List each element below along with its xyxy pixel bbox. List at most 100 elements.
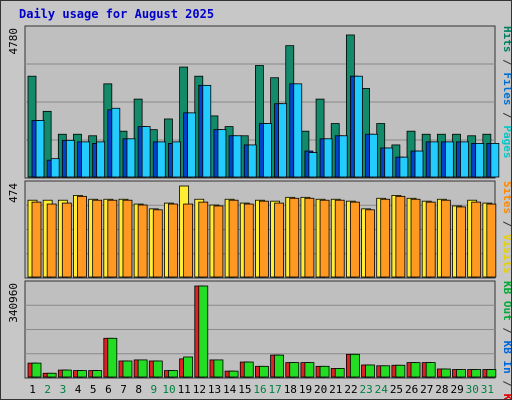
bar-bottom-kb-out-day-15 xyxy=(243,361,254,378)
bar-middle-sites-day-17 xyxy=(274,202,284,278)
x-tick-label-day-30: 30 xyxy=(466,383,479,396)
bar-bottom-kb-out-day-11 xyxy=(183,356,194,378)
bar-top-pages-day-27 xyxy=(429,141,439,178)
bar-middle-sites-day-12 xyxy=(198,201,209,278)
legend-item-files: Files xyxy=(501,72,511,105)
bar-top-pages-day-22 xyxy=(353,75,363,178)
bar-middle-sites-day-29 xyxy=(456,206,466,278)
bar-top-pages-day-2 xyxy=(50,158,60,178)
bar-bottom-kb-out-day-2 xyxy=(46,372,57,378)
bar-middle-sites-day-19 xyxy=(304,197,315,278)
bar-top-pages-day-18 xyxy=(293,83,303,178)
x-tick-label-day-20: 20 xyxy=(314,383,327,396)
bar-middle-sites-day-25 xyxy=(395,195,406,278)
bar-bottom-kb-out-day-25 xyxy=(395,364,406,378)
x-tick-label-day-15: 15 xyxy=(238,383,251,396)
bar-top-pages-day-3 xyxy=(65,139,75,178)
legend-middle: Sites / Visits xyxy=(501,181,511,274)
bar-top-pages-day-10 xyxy=(172,141,181,178)
legend-item-visits: Visits xyxy=(501,234,511,274)
bar-bottom-kb-out-day-10 xyxy=(168,370,178,378)
y-max-label-middle: 474 xyxy=(7,183,20,203)
legend-item-sites: Sites xyxy=(501,181,511,214)
bar-top-pages-day-17 xyxy=(278,103,287,178)
bar-middle-sites-day-31 xyxy=(486,203,497,278)
bar-bottom-kb-out-day-14 xyxy=(228,370,239,378)
legend-item-kb-in: KB In xyxy=(501,341,511,374)
bar-middle-sites-day-10 xyxy=(168,203,178,278)
x-tick-label-day-24: 24 xyxy=(375,383,389,396)
x-tick-label-day-28: 28 xyxy=(435,383,448,396)
bar-top-pages-day-4 xyxy=(81,141,90,178)
bar-middle-sites-day-18 xyxy=(289,197,300,278)
bar-middle-sites-day-28 xyxy=(440,199,451,278)
bar-top-pages-day-16 xyxy=(263,123,272,178)
x-tick-label-day-29: 29 xyxy=(450,383,463,396)
legend-top: Hits / Files / Pages xyxy=(501,26,511,159)
bar-middle-sites-day-4 xyxy=(77,195,87,278)
bar-top-pages-day-23 xyxy=(369,133,378,178)
bar-top-pages-day-26 xyxy=(414,150,424,178)
bar-bottom-kb-out-day-5 xyxy=(92,370,103,378)
bar-middle-sites-day-20 xyxy=(319,199,330,278)
bar-middle-sites-day-5 xyxy=(92,199,103,278)
bar-top-pages-day-1 xyxy=(35,120,45,178)
bar-top-pages-day-5 xyxy=(96,141,106,178)
bar-bottom-kb-out-day-22 xyxy=(349,353,360,378)
bar-bottom-kb-out-day-30 xyxy=(471,369,482,378)
bar-bottom-kb-out-day-27 xyxy=(425,362,436,378)
bar-top-pages-day-19 xyxy=(308,152,318,178)
bar-middle-sites-day-15 xyxy=(243,203,254,278)
bar-top-pages-day-29 xyxy=(460,141,469,178)
bar-bottom-kb-out-day-19 xyxy=(304,362,315,378)
bar-top-pages-day-7 xyxy=(126,138,136,178)
bar-middle-sites-day-2 xyxy=(46,203,57,278)
bar-middle-sites-day-21 xyxy=(334,199,345,278)
bar-middle-sites-day-9 xyxy=(152,209,163,278)
bar-top-pages-day-20 xyxy=(323,138,333,178)
x-tick-label-day-26: 26 xyxy=(405,383,418,396)
bar-bottom-kb-out-day-29 xyxy=(456,369,466,378)
bar-middle-sites-day-22 xyxy=(349,201,360,278)
bar-bottom-kb-out-day-26 xyxy=(410,362,421,378)
bar-top-pages-day-12 xyxy=(202,84,212,178)
bar-middle-sites-day-26 xyxy=(410,198,421,278)
bar-top-pages-day-21 xyxy=(338,135,348,178)
bar-middle-sites-day-3 xyxy=(61,202,72,278)
bar-top-pages-day-11 xyxy=(187,112,197,178)
x-tick-label-day-17: 17 xyxy=(269,383,282,396)
bar-bottom-kb-out-day-17 xyxy=(274,354,284,378)
bar-bottom-kb-out-day-18 xyxy=(289,362,300,378)
bar-bottom-kb-out-day-12 xyxy=(198,285,209,378)
bar-middle-sites-day-27 xyxy=(425,201,436,278)
bar-middle-sites-day-23 xyxy=(365,209,375,278)
bar-top-pages-day-6 xyxy=(111,107,121,178)
legend-sep: / xyxy=(501,106,511,126)
bar-middle-sites-day-30 xyxy=(471,201,482,278)
legend-sep: / xyxy=(501,374,511,394)
legend-item-kb-out: KB Out xyxy=(501,281,511,321)
bar-bottom-kb-out-day-20 xyxy=(319,365,330,378)
legend-item-hits: Hits xyxy=(501,26,511,53)
bar-top-pages-day-24 xyxy=(384,147,394,178)
bar-bottom-kb-out-day-4 xyxy=(77,370,87,378)
bar-top-pages-day-15 xyxy=(247,144,257,178)
bar-middle-sites-day-11 xyxy=(183,203,194,278)
bar-bottom-kb-out-day-3 xyxy=(61,369,72,378)
x-tick-label-day-9: 9 xyxy=(151,383,158,396)
x-tick-label-day-18: 18 xyxy=(284,383,297,396)
bar-top-pages-day-14 xyxy=(232,135,242,178)
bar-middle-sites-day-24 xyxy=(380,198,391,278)
x-tick-label-day-19: 19 xyxy=(299,383,312,396)
legend-item-kb-f: KB F xyxy=(501,394,511,399)
bar-middle-sites-day-16 xyxy=(259,200,269,278)
x-tick-label-day-12: 12 xyxy=(193,383,206,396)
x-tick-label-day-22: 22 xyxy=(344,383,357,396)
x-tick-label-day-14: 14 xyxy=(223,383,237,396)
bar-bottom-kb-out-day-16 xyxy=(259,365,269,378)
x-tick-label-day-1: 1 xyxy=(29,383,36,396)
y-max-label-bottom: 340960 xyxy=(7,283,20,323)
bar-top-pages-day-9 xyxy=(156,141,166,178)
